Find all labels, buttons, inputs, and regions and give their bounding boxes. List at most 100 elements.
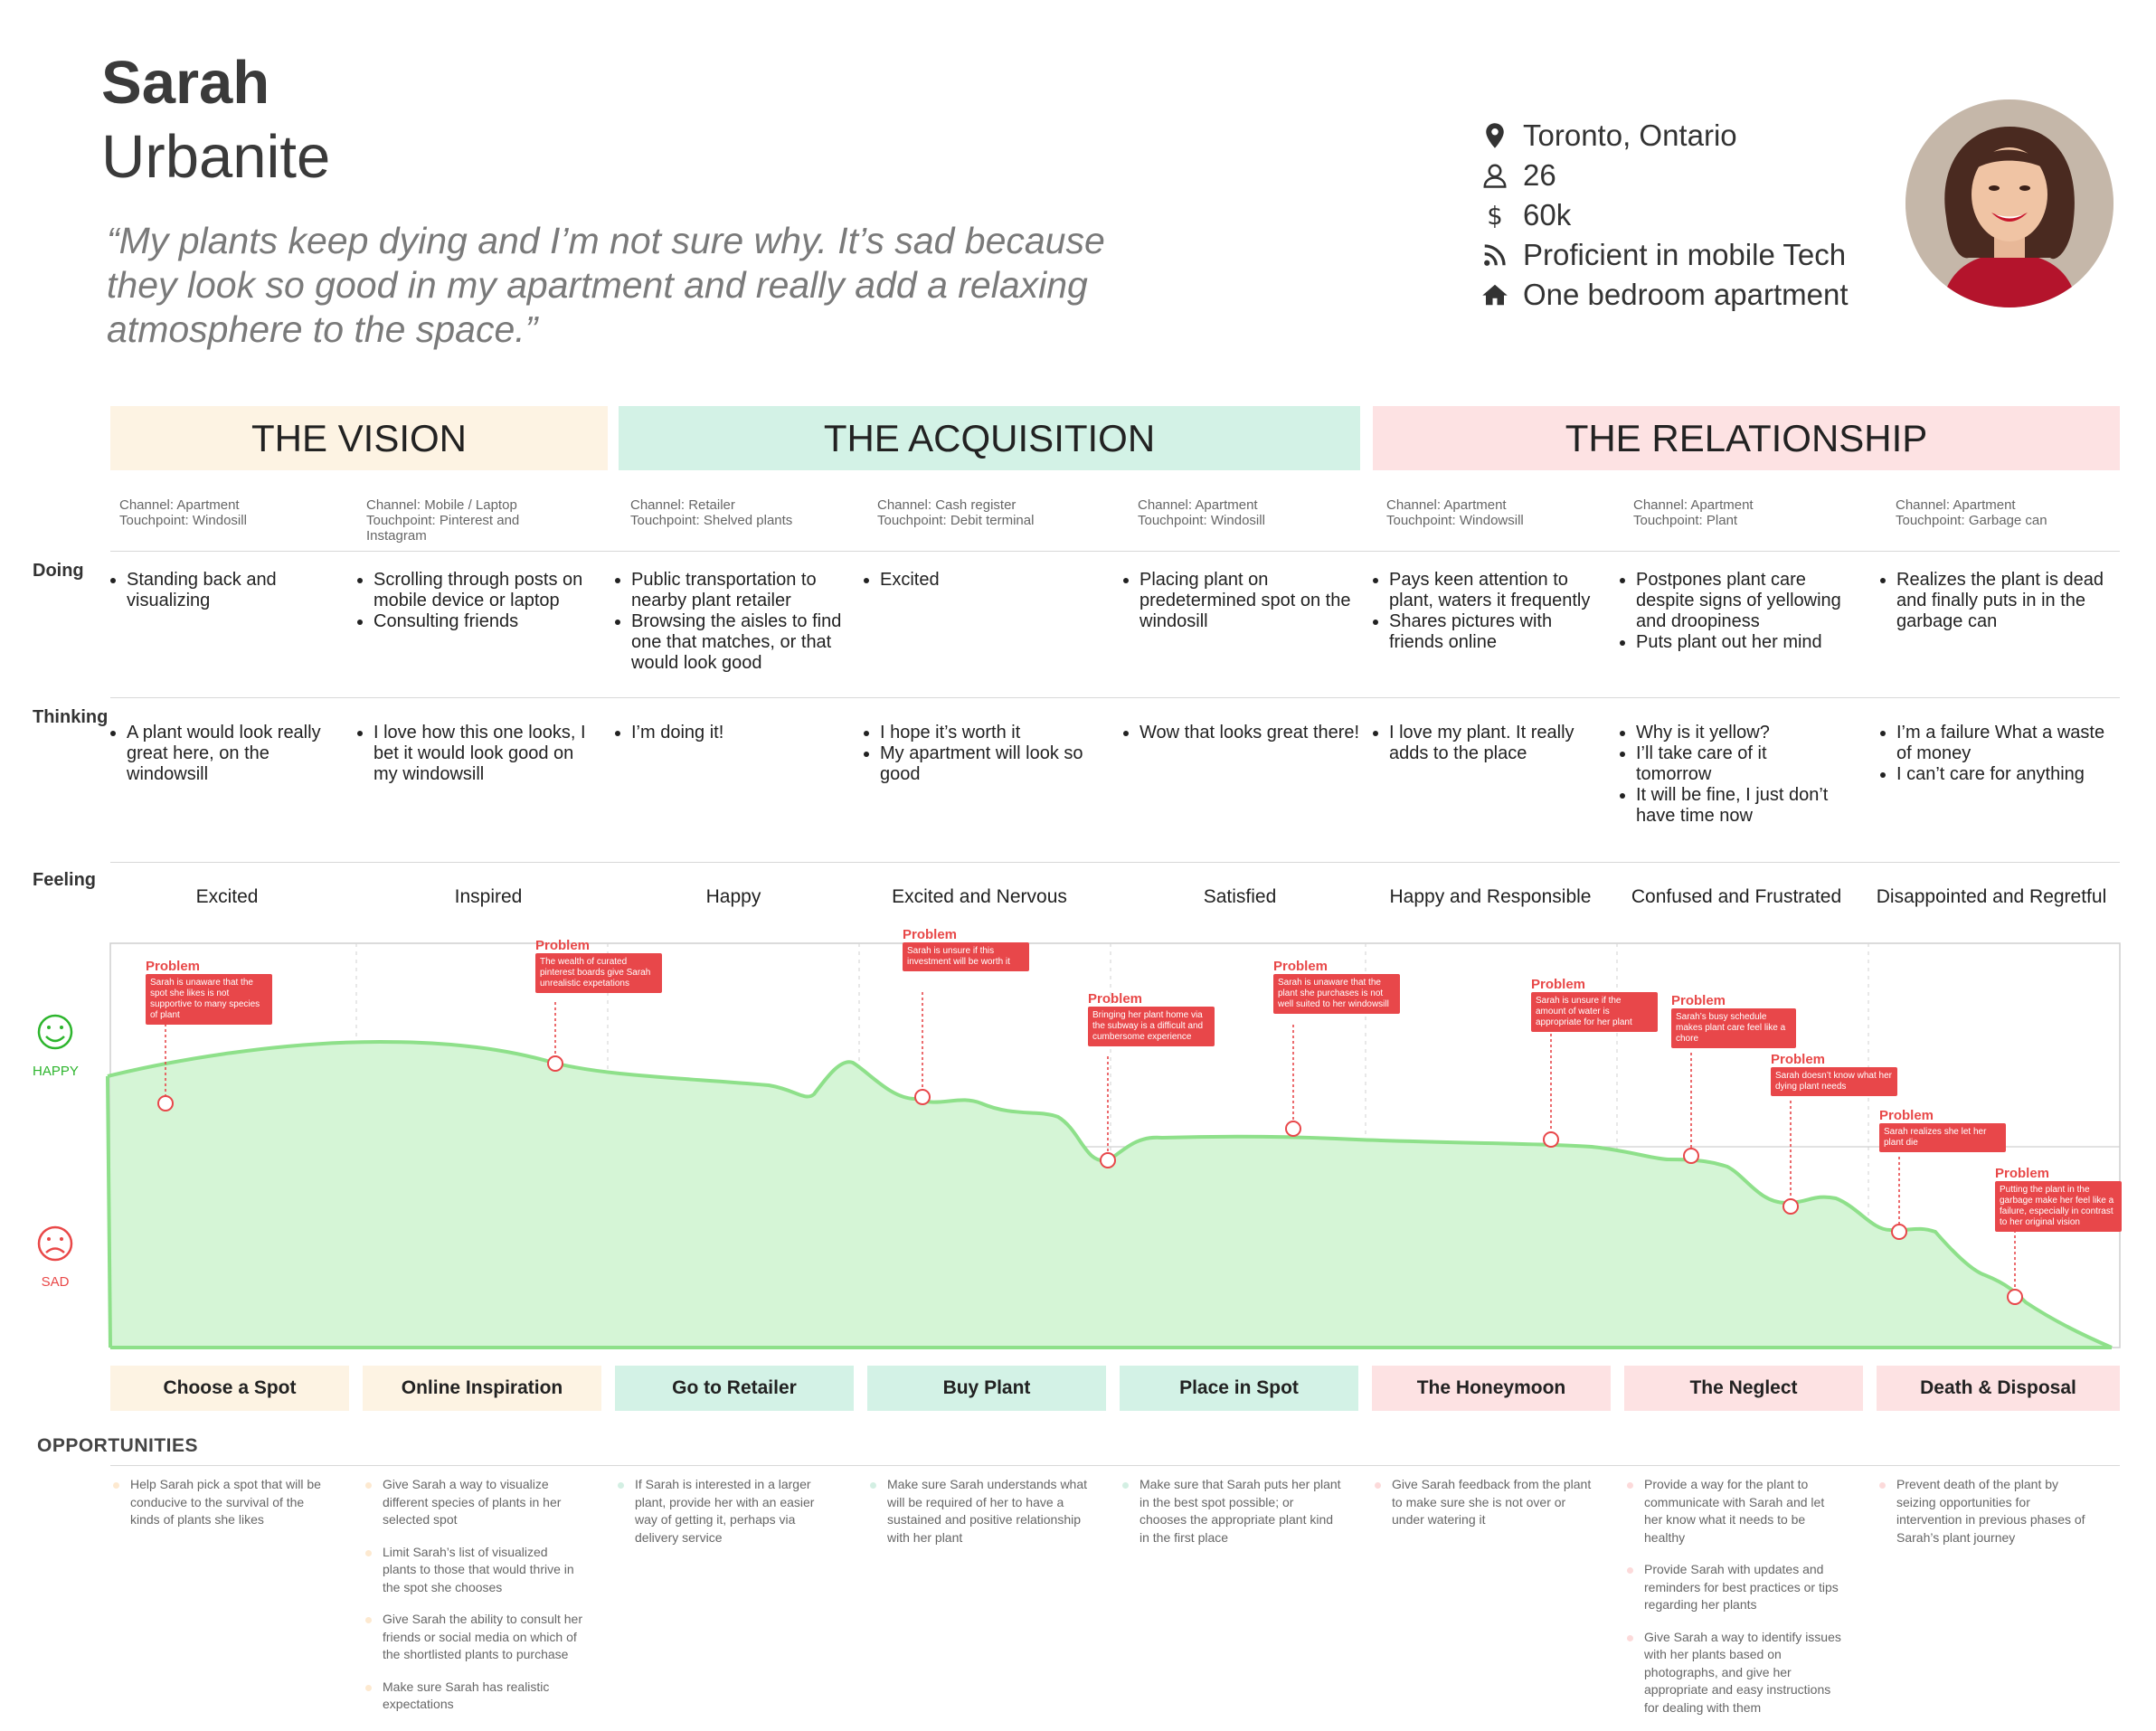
row-divider	[110, 697, 2120, 698]
persona-role: Urbanite	[101, 123, 331, 191]
problem-callout: Problem Sarah’s busy schedule makes plant…	[1671, 993, 1796, 1048]
list-item: Realizes the plant is dead and finally p…	[1896, 570, 2113, 632]
info-location: Toronto, Ontario	[1481, 116, 1849, 156]
doing-cell: Realizes the plant is dead and finally p…	[1881, 570, 2113, 632]
problem-marker	[1285, 1121, 1301, 1137]
problem-label: Problem	[1995, 1166, 2050, 1181]
person-icon	[1483, 164, 1507, 188]
list-item: Excited	[880, 570, 1106, 591]
doing-cell: Standing back and visualizing	[111, 570, 353, 611]
opportunity-item: Help Sarah pick a spot that will be cond…	[110, 1476, 332, 1529]
problem-text: Sarah is unsure if the amount of water i…	[1531, 992, 1658, 1032]
problem-marker	[914, 1089, 931, 1105]
problem-text: Bringing her plant home via the subway i…	[1088, 1007, 1215, 1046]
list-item: Shares pictures with friends online	[1389, 611, 1597, 653]
list-item: Public transportation to nearby plant re…	[631, 570, 857, 611]
problem-text: Sarah is unaware that the plant she purc…	[1273, 974, 1400, 1014]
sad-face-icon	[37, 1225, 73, 1262]
opportunity-item: Give Sarah a way to identify issues with…	[1624, 1629, 1846, 1717]
problem-text: Sarah is unsure if this investment will …	[903, 942, 1029, 971]
doing-cell: Scrolling through posts on mobile device…	[358, 570, 600, 632]
row-divider	[110, 862, 2120, 863]
info-home-text: One bedroom apartment	[1523, 278, 1849, 311]
stage-label: Death & Disposal	[1877, 1366, 2120, 1411]
list-item: Puts plant out her mind	[1636, 632, 1844, 653]
emotion-line	[107, 1039, 2113, 1349]
channel-text: Channel: Apartment	[1633, 497, 1754, 513]
opportunity-item: Make sure Sarah understands what will be…	[867, 1476, 1089, 1547]
row-label-doing: Doing	[33, 561, 84, 581]
channel-text: Channel: Apartment	[119, 497, 240, 513]
problem-text: Sarah’s busy schedule makes plant care f…	[1671, 1008, 1796, 1048]
location-pin-icon	[1486, 123, 1504, 148]
channel-cell: Channel: Apartment Touchpoint: Windosill	[1138, 497, 1319, 528]
problem-label: Problem	[1088, 991, 1143, 1007]
feeling-text: Happy	[705, 886, 761, 907]
feeling-text: Excited	[195, 886, 259, 907]
problem-text: Sarah doesn’t know what her dying plant …	[1771, 1067, 1897, 1096]
problem-label: Problem	[1273, 959, 1329, 974]
stage-label: Choose a Spot	[110, 1366, 349, 1411]
stage-label: The Neglect	[1624, 1366, 1863, 1411]
touchpoint-text: Touchpoint: Windowsill	[1386, 513, 1524, 528]
opportunity-list: Help Sarah pick a spot that will be cond…	[110, 1476, 332, 1544]
problem-callout: Problem Sarah is unsure if this investmen…	[903, 927, 1029, 971]
thinking-cell: A plant would look really great here, on…	[111, 723, 353, 785]
opportunity-item: Prevent death of the plant by seizing op…	[1877, 1476, 2098, 1547]
dollar-icon: $	[1487, 202, 1503, 229]
channel-cell: Channel: Apartment Touchpoint: Windosill	[119, 497, 300, 528]
channel-cell: Channel: Mobile / Laptop Touchpoint: Pint…	[366, 497, 547, 544]
list-item: My apartment will look so good	[880, 743, 1106, 785]
opportunities-title: OPPORTUNITIES	[37, 1435, 199, 1456]
list-item: Pays keen attention to plant, waters it …	[1389, 570, 1597, 611]
persona-name: Sarah	[101, 49, 270, 117]
list-item: Wow that looks great there!	[1139, 723, 1366, 743]
phase-vision: THE VISION	[110, 406, 608, 470]
stage-label: Go to Retailer	[615, 1366, 854, 1411]
persona-quote: “My plants keep dying and I’m not sure w…	[107, 220, 1105, 350]
info-income: $ 60k	[1481, 195, 1849, 235]
doing-cell: Public transportation to nearby plant re…	[616, 570, 857, 674]
problem-text: The wealth of curated pinterest boards g…	[535, 953, 662, 993]
avatar-portrait	[1905, 99, 2113, 307]
touchpoint-text: Touchpoint: Debit terminal	[877, 513, 1035, 528]
info-age-text: 26	[1523, 158, 1556, 192]
list-item: It will be fine, I just don’t have time …	[1636, 785, 1844, 827]
channel-cell: Channel: Cash register Touchpoint: Debit …	[877, 497, 1058, 528]
channel-text: Channel: Apartment	[1896, 497, 2016, 513]
problem-callout: Problem Sarah realizes she let her plant …	[1879, 1108, 2006, 1152]
doing-cell: Pays keen attention to plant, waters it …	[1374, 570, 1597, 653]
opportunity-item: Give Sarah the ability to consult her fr…	[363, 1611, 584, 1664]
list-item: I’ll take care of it tomorrow	[1636, 743, 1844, 785]
channel-text: Channel: Mobile / Laptop	[366, 497, 517, 513]
channel-cell: Channel: Apartment Touchpoint: Garbage ca…	[1896, 497, 2076, 528]
persona-info: Toronto, Ontario 26 $ 60k Proficient in …	[1481, 116, 1849, 315]
emotion-area	[108, 1042, 2112, 1348]
problem-marker	[2007, 1289, 2023, 1305]
channel-text: Channel: Apartment	[1138, 497, 1258, 513]
touchpoint-text: Touchpoint: Pinterest and Instagram	[366, 513, 520, 544]
problem-marker	[1891, 1224, 1907, 1240]
doing-cell: Excited	[865, 570, 1106, 591]
stage-label: Buy Plant	[867, 1366, 1106, 1411]
list-item: I’m a failure What a waste of money	[1896, 723, 2113, 764]
info-tech: Proficient in mobile Tech	[1481, 235, 1849, 275]
list-item: I’m doing it!	[631, 723, 857, 743]
problem-markers	[157, 1055, 2023, 1305]
row-divider	[110, 551, 2120, 552]
channel-cell: Channel: Apartment Touchpoint: Plant	[1633, 497, 1814, 528]
problem-callout: Problem Putting the plant in the garbage …	[1995, 1166, 2122, 1232]
thinking-cell: I hope it’s worth itMy apartment will lo…	[865, 723, 1106, 785]
svg-text:$: $	[1487, 202, 1503, 229]
info-tech-text: Proficient in mobile Tech	[1523, 238, 1847, 271]
avatar	[1905, 99, 2113, 307]
stage-label: Place in Spot	[1120, 1366, 1358, 1411]
opportunity-list: Make sure that Sarah puts her plant in t…	[1120, 1476, 1341, 1561]
list-item: I love how this one looks, I bet it woul…	[374, 723, 600, 785]
problem-text: Putting the plant in the garbage make he…	[1995, 1181, 2122, 1232]
feeling-text: Confused and Frustrated	[1631, 886, 1842, 907]
feeling-text: Excited and Nervous	[892, 886, 1067, 907]
problem-label: Problem	[1671, 993, 1726, 1008]
problem-text: Sarah realizes she let her plant die	[1879, 1123, 2006, 1152]
opportunity-list: Provide a way for the plant to communica…	[1624, 1476, 1846, 1731]
